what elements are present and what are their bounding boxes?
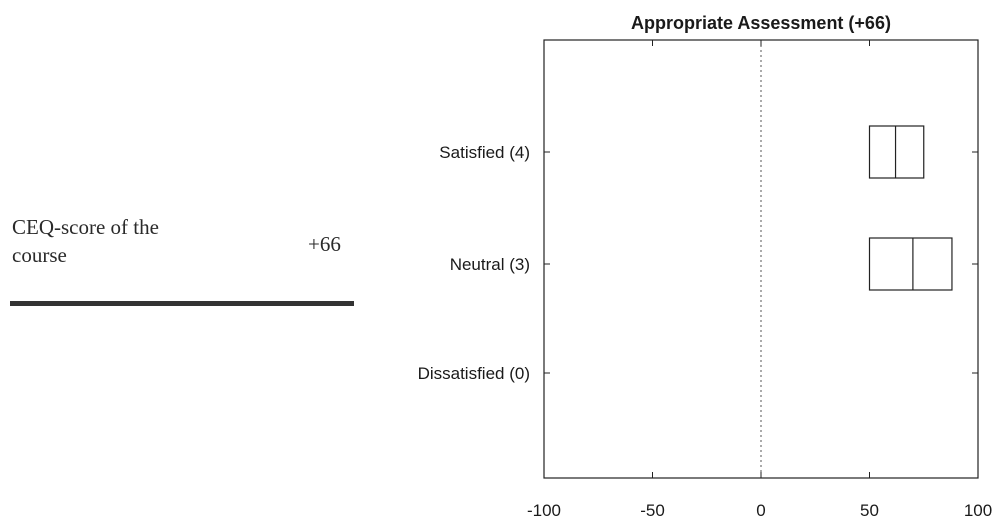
category-label: Neutral (3) <box>450 255 530 274</box>
x-tick-label: -50 <box>640 501 665 520</box>
x-tick-label: 0 <box>756 501 765 520</box>
x-tick-label: 100 <box>964 501 992 520</box>
box-0 <box>868 125 925 179</box>
x-tick-label: -100 <box>527 501 561 520</box>
chart-title: Appropriate Assessment (+66) <box>631 13 891 33</box>
divider-rule <box>10 301 354 306</box>
box-1 <box>868 237 953 291</box>
x-tick-label: 50 <box>860 501 879 520</box>
ceq-score-label: CEQ-score of the course <box>12 215 159 267</box>
ceq-score-value: +66 <box>308 232 341 256</box>
category-label: Dissatisfied (0) <box>418 364 530 383</box>
category-label: Satisfied (4) <box>439 143 530 162</box>
